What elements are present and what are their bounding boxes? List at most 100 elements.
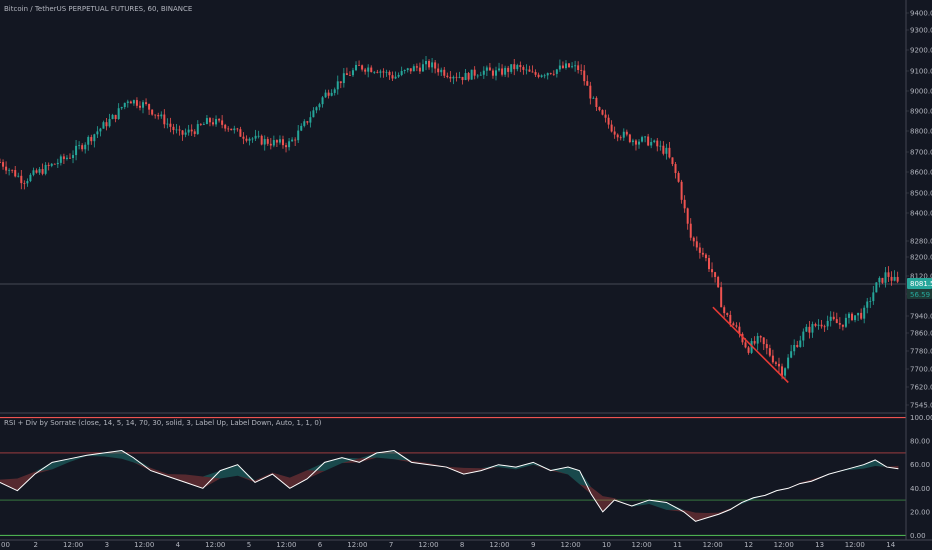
price-tick-label: 7780.00 (910, 348, 932, 356)
candle-body (90, 137, 93, 142)
candle-body (768, 348, 771, 356)
time-tick-label: 00 (1, 541, 10, 549)
rsi-line (0, 450, 899, 522)
candle-body (692, 237, 695, 242)
candle-body (698, 247, 701, 253)
candle-body (890, 276, 893, 281)
candle-body (735, 325, 738, 327)
candle-body (14, 170, 17, 177)
candle-body (464, 73, 467, 81)
time-tick-label: 5 (247, 541, 251, 549)
price-tick-label: 7940.00 (910, 313, 932, 321)
candle-body (777, 363, 780, 367)
candle-body (208, 118, 211, 123)
candle-body (108, 119, 111, 127)
candle-body (221, 120, 224, 125)
candle-body (418, 67, 421, 72)
time-tick-label: 11 (673, 541, 682, 549)
candle-body (321, 97, 324, 105)
candle-body (695, 241, 698, 248)
candle-body (844, 317, 847, 327)
candle-body (835, 319, 838, 324)
price-tick-label: 9000.00 (910, 88, 932, 96)
candle-body (753, 341, 756, 344)
candle-body (351, 70, 354, 76)
candle-body (823, 326, 826, 328)
time-tick-label: 12:00 (134, 541, 154, 549)
candle-body (425, 60, 428, 65)
candle-body (41, 169, 44, 174)
candle-body (610, 124, 613, 132)
candle-body (726, 313, 729, 315)
candle-body (93, 134, 96, 142)
rsi-value-tag (907, 289, 932, 299)
candle-body (549, 73, 552, 74)
candle-body (370, 67, 373, 73)
candle-body (129, 101, 132, 104)
candle-body (558, 65, 561, 70)
candle-body (202, 124, 205, 125)
candle-body (771, 355, 774, 363)
candle-body (634, 140, 637, 145)
candle-body (583, 70, 586, 82)
candle-body (738, 326, 741, 334)
candle-body (781, 366, 784, 376)
candle-body (631, 140, 634, 143)
candle-body (306, 121, 309, 123)
candle-body (571, 66, 574, 68)
candle-body (741, 333, 744, 343)
candle-body (470, 69, 473, 80)
candle-body (409, 68, 412, 72)
candle-body (887, 272, 890, 277)
candle-body (491, 70, 494, 76)
price-pane[interactable]: Bitcoin / TetherUS PERPETUAL FUTURES, 60… (0, 5, 909, 406)
candle-body (38, 169, 41, 173)
candle-body (847, 313, 850, 318)
candle-body (863, 307, 866, 319)
candle-body (762, 337, 765, 345)
candle-body (175, 129, 178, 131)
time-tick-label: 6 (318, 541, 323, 549)
price-tick-label: 8500.00 (910, 190, 932, 198)
candle-body (458, 76, 461, 78)
candle-body (303, 121, 306, 126)
candle-body (355, 64, 358, 71)
candle-body (668, 147, 671, 158)
candle-body (647, 136, 650, 146)
candle-body (330, 92, 333, 96)
candle-body (872, 292, 875, 302)
candle-body (793, 345, 796, 352)
candle-body (421, 64, 424, 72)
candle-body (577, 65, 580, 71)
candle-body (650, 141, 653, 146)
time-axis[interactable]: 00 2 12:00 3 12:00 4 12:00 5 12:00 6 12:00 7 12:00 8 1… (0, 539, 932, 549)
candle-body (723, 307, 726, 314)
candle-body (361, 65, 364, 70)
time-tick-label: 10 (602, 541, 611, 549)
candle-body (224, 124, 227, 129)
candle-body (160, 114, 163, 117)
candle-body (126, 101, 129, 103)
candle-body (677, 173, 680, 182)
candle-body (452, 76, 455, 79)
candle-body (759, 336, 762, 338)
candle-body (50, 163, 53, 166)
candle-body (32, 170, 35, 175)
candle-body (142, 102, 145, 108)
candle-body (485, 67, 488, 71)
candle-body (327, 92, 330, 96)
candle-body (488, 67, 491, 71)
rsi-pane[interactable]: RSI + Div by Sorrate (close, 14, 5, 14, … (0, 416, 906, 537)
candle-body (732, 323, 735, 326)
candle-body (193, 131, 196, 134)
price-axis[interactable]: 9400.00 9300.00 9200.00 9100.00 9000.00 8900.… (905, 0, 932, 540)
time-tick-label: 14 (886, 541, 895, 549)
candle-body (790, 351, 793, 358)
candle-body (875, 282, 878, 293)
candle-body (434, 62, 437, 69)
candle-body (811, 324, 814, 333)
candle-body (29, 174, 32, 182)
candle-body (196, 124, 199, 134)
candle-body (169, 123, 172, 127)
